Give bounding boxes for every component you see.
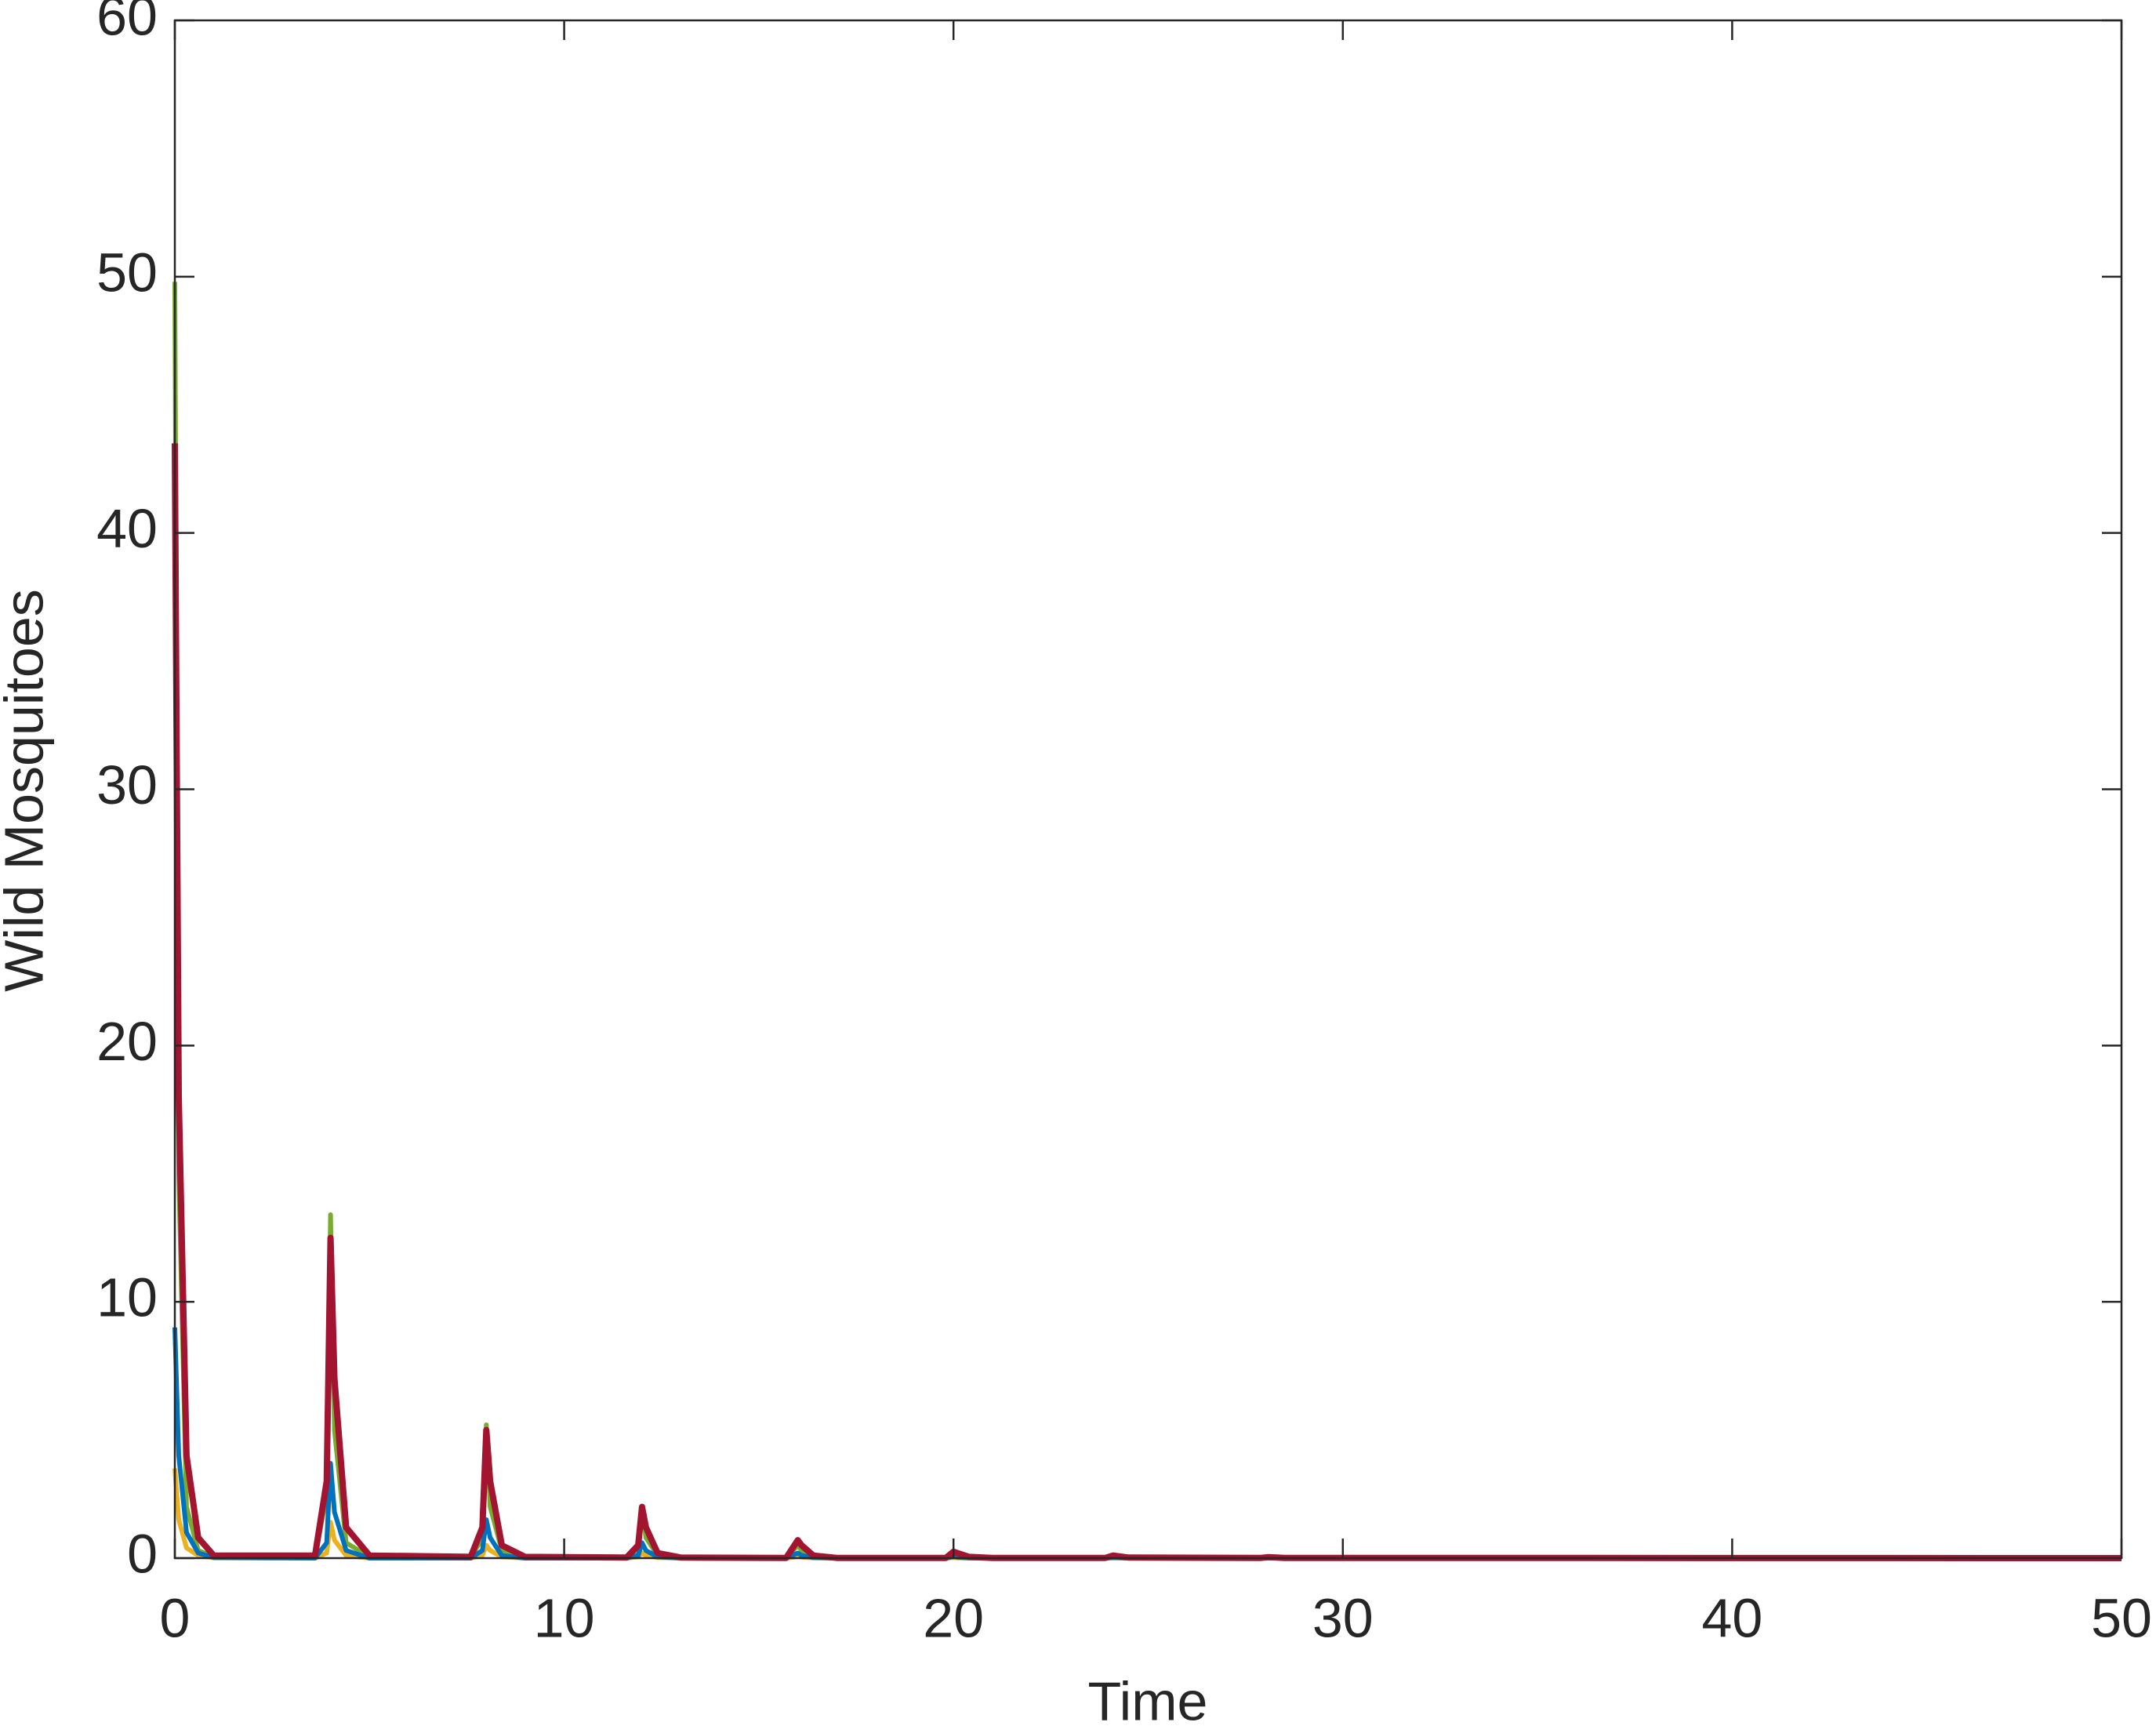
- series-line: [172, 1468, 2122, 1560]
- plot-frame: [173, 19, 2123, 1560]
- y-tick-label: 0: [127, 1523, 158, 1584]
- y-axis-label: Wild Mosquitoes: [0, 589, 54, 992]
- x-axis-label: Time: [1088, 1670, 1208, 1731]
- x-tick-label: 0: [160, 1587, 191, 1648]
- y-tick-label: 40: [96, 498, 158, 559]
- x-tick-label: 20: [923, 1587, 984, 1648]
- series-line: [172, 282, 2122, 1560]
- y-tick-label: 10: [96, 1267, 158, 1328]
- series-line: [172, 443, 2122, 1561]
- y-tick-label: 60: [96, 0, 158, 46]
- y-tick-label: 30: [96, 754, 158, 816]
- x-tick-label: 40: [1701, 1587, 1762, 1648]
- x-tick-label: 30: [1312, 1587, 1374, 1648]
- x-tick-label: 50: [2091, 1587, 2152, 1648]
- y-tick-label: 50: [96, 242, 158, 303]
- y-tick-label: 20: [96, 1011, 158, 1072]
- series-line: [172, 1327, 2122, 1560]
- x-tick-label: 10: [534, 1587, 595, 1648]
